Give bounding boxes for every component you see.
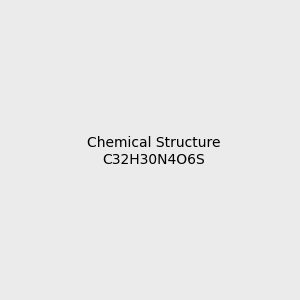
Text: Chemical Structure
C32H30N4O6S: Chemical Structure C32H30N4O6S [87, 136, 220, 166]
